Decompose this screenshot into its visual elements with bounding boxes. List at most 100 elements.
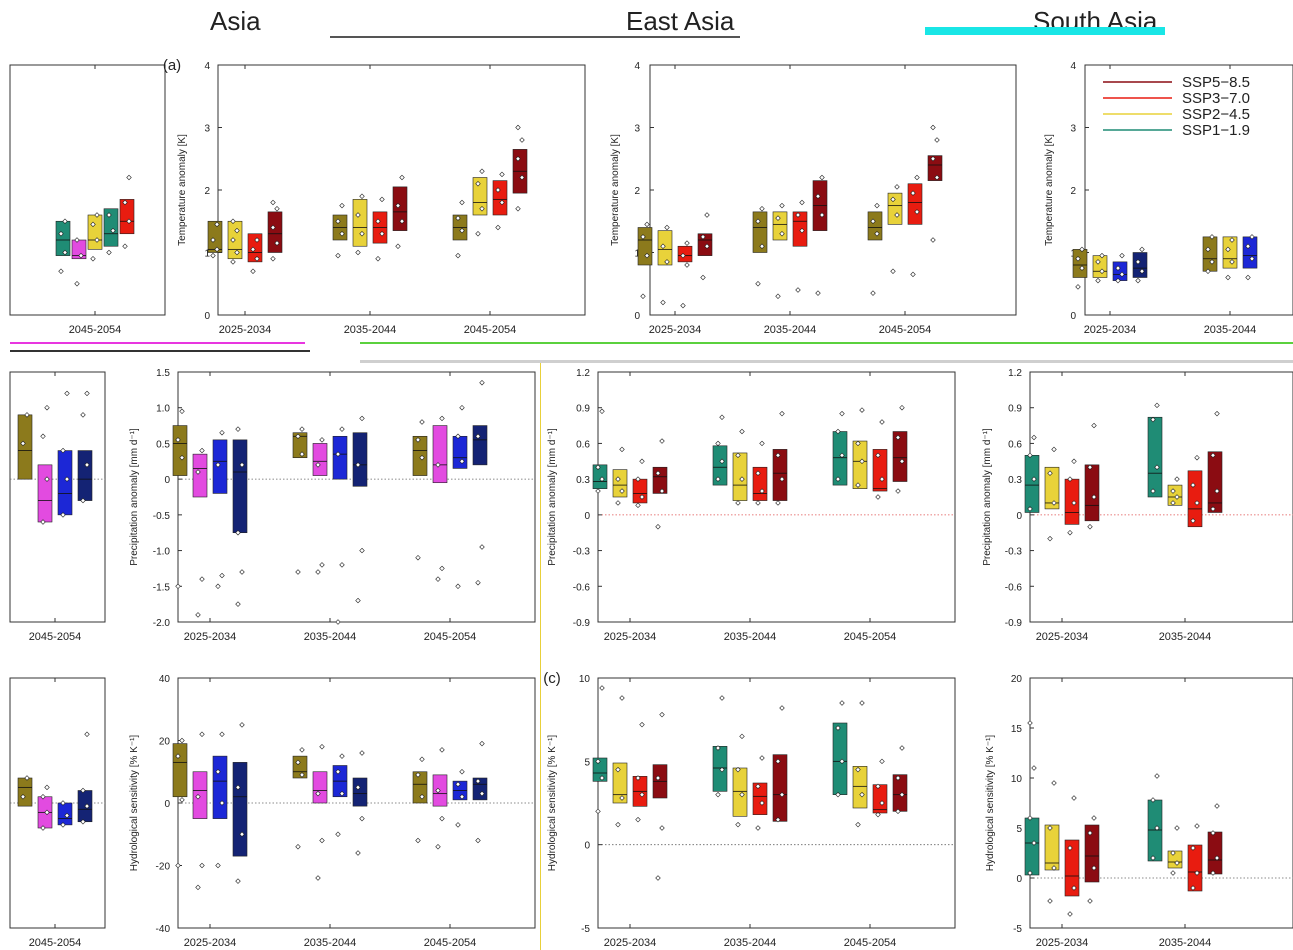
- temp-asia-member-point: [515, 124, 521, 131]
- precip-south-member-point: [1051, 446, 1057, 453]
- hydro-south-member-point: [1194, 870, 1200, 876]
- precip-east-member-point: [779, 410, 785, 417]
- precip-east-member-point: [759, 440, 765, 447]
- temp-east-xtick-label: 2025-2034: [649, 324, 702, 336]
- precip-asia-box: [172, 425, 188, 476]
- precip-asia-member-point: [459, 458, 465, 465]
- hydro-east-member-point: [759, 755, 765, 761]
- hydro-asia-member-point: [319, 837, 325, 844]
- hydro-east-member-point: [739, 733, 745, 740]
- precip-east-box: [732, 452, 748, 501]
- precip-south-member-point: [1047, 535, 1053, 542]
- temp-east-member-point: [894, 184, 900, 190]
- hydro-south-member-point: [1071, 885, 1077, 891]
- hydro-east-member-point: [875, 783, 881, 790]
- precip-asia-member-point: [435, 462, 441, 468]
- precip-asia-ytick-label: -0.5: [153, 511, 171, 522]
- precip-east-member-point: [835, 476, 841, 482]
- precip-east-box: [832, 431, 848, 486]
- precip-asia-member-point: [459, 404, 465, 411]
- temp-south-member-point: [1135, 259, 1141, 265]
- temp-south-member-point: [1245, 274, 1251, 281]
- temp-asia-member-point: [234, 227, 240, 234]
- precip-asia-ytick-label: -2.0: [153, 618, 171, 629]
- temp-left-strip-member-point: [90, 221, 96, 228]
- hydro-asia-member-point: [199, 862, 205, 869]
- hydro-asia-box: [412, 771, 428, 804]
- hydro-left-strip-member-point: [20, 794, 26, 800]
- precip-asia-member-point: [415, 554, 421, 561]
- temp-asia-member-point: [459, 227, 465, 234]
- precip-east-member-point: [639, 458, 645, 465]
- temp-east-box: [637, 227, 653, 266]
- hydro-asia-member-point: [415, 772, 421, 778]
- precip-south-member-point: [1154, 464, 1160, 470]
- temp-south-xtick-label: 2035-2044: [1204, 324, 1257, 336]
- hydro-asia-xtick-label: 2045-2054: [424, 937, 477, 949]
- hydro-south-frame: [1029, 677, 1293, 929]
- hydro-east-member-point: [755, 825, 761, 831]
- hydro-south-member-point: [1190, 885, 1196, 891]
- precip-east-member-point: [839, 452, 845, 459]
- hydro-east-member-point: [715, 791, 721, 798]
- glitch-bar-green: [360, 342, 1293, 344]
- precip-asia-member-point: [219, 429, 225, 436]
- precip-south-box: [1084, 464, 1100, 522]
- precip-south-ytick-label: 0.6: [1008, 439, 1022, 450]
- precip-south-xtick-label: 2025-2034: [1036, 631, 1089, 643]
- hydro-south-box: [1044, 824, 1060, 871]
- temp-east-ylabel: Temperature anomaly [K]: [610, 134, 621, 246]
- hydro-asia-member-point: [459, 794, 465, 800]
- hydro-left-strip-box: [57, 802, 73, 826]
- precip-south-member-point: [1214, 488, 1220, 494]
- temp-asia-member-point: [375, 256, 381, 262]
- temp-left-strip-box: [55, 220, 71, 256]
- precip-east-box: [612, 469, 628, 498]
- region-title-east-asia: East Asia: [626, 6, 735, 36]
- precip-asia-member-point: [439, 565, 445, 572]
- precip-asia-member-point: [235, 426, 241, 432]
- temp-asia-member-point: [270, 224, 276, 231]
- temp-asia-member-point: [359, 193, 365, 199]
- temp-east-member-point: [799, 199, 805, 206]
- temp-east-member-point: [664, 259, 670, 265]
- hydro-east-member-point: [619, 795, 625, 801]
- precip-asia-member-point: [475, 433, 481, 440]
- precip-left-strip-member-point: [80, 497, 86, 504]
- precip-east-member-point: [619, 446, 625, 453]
- temp-asia-member-point: [499, 171, 505, 178]
- hydro-east-member-point: [735, 766, 741, 773]
- hydro-asia-member-point: [339, 753, 345, 759]
- precip-east-member-point: [595, 464, 601, 470]
- temp-asia-member-point: [230, 218, 236, 224]
- temp-east-member-point: [914, 209, 920, 215]
- hydro-south-member-point: [1047, 898, 1053, 904]
- temp-east-member-point: [934, 137, 940, 143]
- precip-south-member-point: [1174, 476, 1180, 482]
- precip-east-ytick-label: 0.9: [576, 404, 590, 415]
- temp-asia-ylabel: Temperature anomaly [K]: [177, 134, 188, 246]
- temp-asia-member-point: [339, 202, 345, 209]
- hydro-asia-member-point: [419, 756, 425, 762]
- hydro-asia-member-point: [295, 759, 301, 766]
- hydro-asia-member-point: [455, 781, 461, 787]
- temp-east-member-point: [914, 174, 920, 181]
- precip-east-member-point: [719, 414, 725, 420]
- hydro-asia-member-point: [479, 740, 485, 747]
- temp-east-member-point: [894, 212, 900, 218]
- temp-east-member-point: [644, 221, 650, 228]
- temp-east-member-point: [795, 287, 801, 293]
- precip-asia-xtick-label: 2035-2044: [304, 631, 357, 643]
- temp-asia-ytick-label: 3: [204, 124, 210, 135]
- glitch-bar-pink: [10, 342, 305, 344]
- hydro-asia-ytick-label: 0: [164, 799, 170, 810]
- temp-south-member-point: [1115, 265, 1121, 271]
- temp-asia-ytick-label: 4: [204, 61, 210, 72]
- temp-south-member-point: [1209, 234, 1215, 240]
- temp-south-member-point: [1229, 237, 1235, 243]
- precip-east-member-point: [759, 488, 765, 494]
- precip-south-member-point: [1067, 476, 1073, 482]
- hydro-asia-box: [312, 771, 328, 804]
- precip-left-strip-member-point: [44, 404, 50, 411]
- hydro-asia-member-point: [215, 862, 221, 869]
